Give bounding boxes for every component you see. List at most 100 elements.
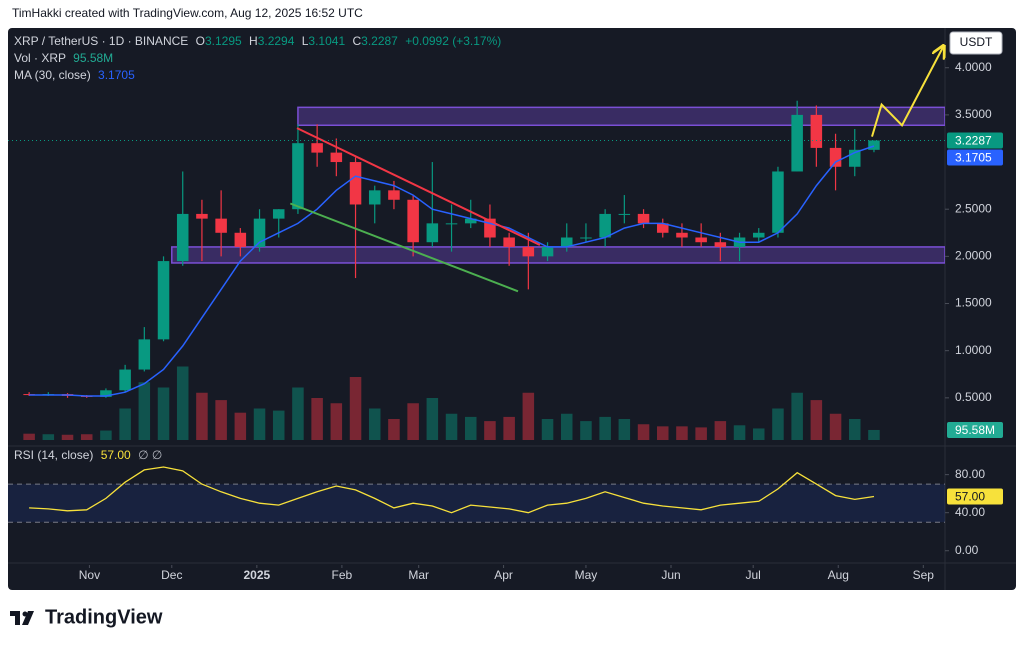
candle-body <box>580 237 592 239</box>
ohlc-letter: C <box>352 34 361 48</box>
y-tick-label: 3.5000 <box>955 107 992 121</box>
volume-bar <box>292 387 304 440</box>
price-label: 3.2287 <box>955 134 992 148</box>
volume-bar <box>599 416 611 440</box>
currency-button[interactable] <box>949 31 1003 55</box>
rsi-icons: ∅ ∅ <box>138 448 162 462</box>
volume-bar <box>445 413 458 440</box>
candle-body <box>292 143 304 210</box>
volume-bar <box>618 419 631 440</box>
candle-body <box>388 190 400 200</box>
ohlc-letter: L <box>302 34 309 48</box>
x-tick-label: 2025 <box>243 568 270 582</box>
y-tick-label: 0.5000 <box>955 390 992 404</box>
candle-body <box>464 218 477 224</box>
zone <box>171 246 945 264</box>
candle-body <box>234 232 247 247</box>
candle-body <box>445 223 458 225</box>
volume-bar <box>368 408 381 440</box>
rsi-line <box>29 466 875 514</box>
volume-bar <box>714 421 727 440</box>
chart-background <box>8 28 1016 590</box>
change: +0.0992 (+3.17%) <box>405 34 501 48</box>
volume-bar <box>656 426 669 440</box>
logo-dot <box>22 611 28 617</box>
candle-body <box>676 232 688 238</box>
candle-body <box>560 237 573 247</box>
candle-body <box>522 246 535 257</box>
candle-body <box>618 213 631 215</box>
ohlc-value: 3.2294 <box>258 34 295 48</box>
candle-body <box>407 199 419 243</box>
rsi-band-fill <box>8 484 945 523</box>
candle-body <box>368 190 381 205</box>
volume-legend: Vol · XRP 95.58M <box>14 51 113 65</box>
volume-title: Vol · XRP <box>14 51 66 65</box>
volume-bar <box>23 433 35 440</box>
rsi-title: RSI (14, close) <box>14 448 93 462</box>
rsi-tick-label: 40.00 <box>955 505 985 519</box>
brand-logo <box>10 611 34 625</box>
brand-name: TradingView <box>45 606 163 628</box>
volume-bar <box>61 434 74 440</box>
candle-body <box>695 237 707 243</box>
volume-bar <box>752 428 765 440</box>
volume-bar <box>330 403 343 440</box>
axes: 0.5000 1.0000 1.5000 2.0000 2.5000 3.5000 4.00… <box>79 47 1003 582</box>
volume-bar <box>733 425 746 440</box>
volume-bar <box>119 408 131 440</box>
ma-line <box>29 145 875 397</box>
candle-body <box>791 114 803 172</box>
volume-bar <box>522 392 535 440</box>
ma-value: 3.1705 <box>98 68 135 82</box>
candle-body <box>868 140 880 150</box>
candle-body <box>599 213 611 238</box>
volume-bar <box>503 416 515 440</box>
ohlc-value: 3.1295 <box>205 34 242 48</box>
rsi-legend: RSI (14, close) 57.00 ∅ ∅ <box>14 448 162 462</box>
volume-bar <box>157 387 170 440</box>
rsi-label-box <box>947 488 1003 505</box>
rsi-tick-label: 0.00 <box>955 543 979 557</box>
ohlc-letter: O <box>196 34 205 48</box>
candle-body <box>215 218 227 233</box>
ohlc-value: 3.1041 <box>308 34 345 48</box>
volume-bar <box>176 366 189 440</box>
logo-mark <box>10 611 34 625</box>
candle-body <box>330 152 343 163</box>
x-tick-label: Apr <box>494 568 513 582</box>
volume-bar <box>80 434 93 440</box>
y-tick-label: 4.0000 <box>955 60 992 74</box>
volume-bar <box>272 410 285 440</box>
candle-body <box>157 261 170 340</box>
candle-body <box>176 213 189 262</box>
author-line: TimHakki created with TradingView.com, A… <box>12 6 363 20</box>
x-tick-label: Nov <box>79 568 100 582</box>
ma-label-box <box>947 149 1003 166</box>
volume-bar <box>42 434 55 440</box>
x-tick-label: Dec <box>161 568 182 582</box>
currency-label[interactable]: USDT <box>960 35 993 49</box>
rsi-value: 57.00 <box>101 448 131 462</box>
candle-body <box>714 242 727 247</box>
y-tick-label: 1.0000 <box>955 343 992 357</box>
candle-body <box>829 147 842 167</box>
x-tick-label: Aug <box>828 568 849 582</box>
ma-label: 3.1705 <box>955 151 992 165</box>
volume-bar <box>484 421 496 440</box>
candle-body <box>656 223 669 233</box>
price-label-box <box>947 132 1003 149</box>
volume-bar <box>829 413 842 440</box>
candle-body <box>100 390 112 397</box>
plot-area <box>8 100 945 523</box>
volume-bar <box>637 424 650 440</box>
ohlc-value: 3.2287 <box>361 34 398 48</box>
x-tick-label: Sep <box>913 568 935 582</box>
trend-line <box>289 202 519 293</box>
candle-body <box>119 369 131 391</box>
volume-bar <box>810 400 823 440</box>
candle-body <box>138 339 151 370</box>
x-tick-label: Jun <box>661 568 680 582</box>
volume-bar <box>541 419 554 440</box>
